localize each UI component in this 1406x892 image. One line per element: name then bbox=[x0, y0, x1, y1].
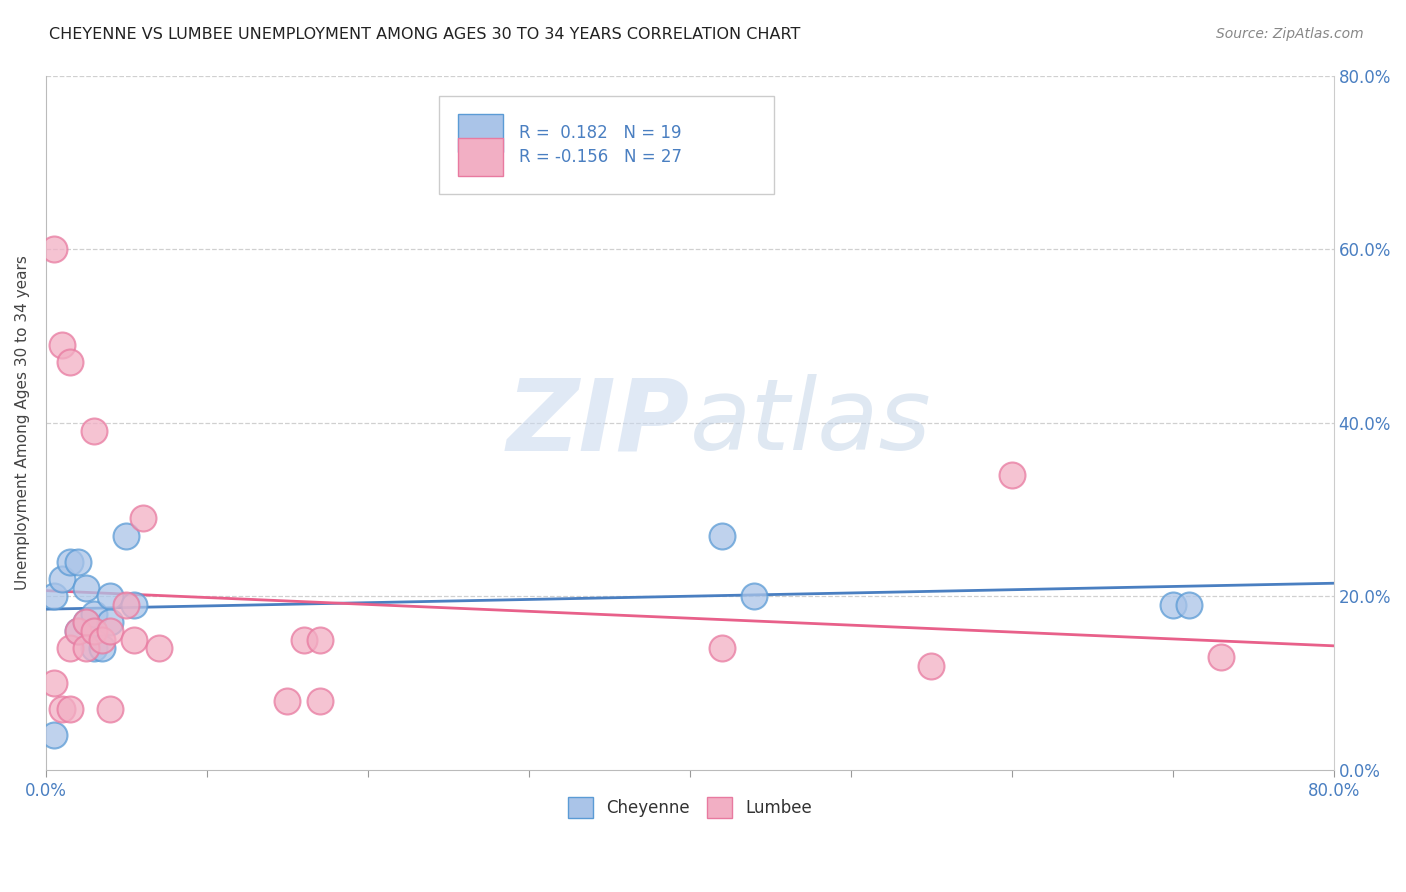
Point bbox=[1178, 598, 1201, 612]
FancyBboxPatch shape bbox=[439, 96, 773, 194]
Point bbox=[67, 624, 90, 639]
Text: CHEYENNE VS LUMBEE UNEMPLOYMENT AMONG AGES 30 TO 34 YEARS CORRELATION CHART: CHEYENNE VS LUMBEE UNEMPLOYMENT AMONG AG… bbox=[49, 27, 800, 42]
Point bbox=[115, 598, 138, 612]
FancyBboxPatch shape bbox=[458, 138, 503, 177]
Point bbox=[98, 615, 121, 630]
Point bbox=[83, 607, 105, 621]
Point bbox=[67, 555, 90, 569]
Point bbox=[920, 658, 942, 673]
Point bbox=[742, 590, 765, 604]
Point bbox=[42, 590, 65, 604]
Text: R = -0.156   N = 27: R = -0.156 N = 27 bbox=[519, 148, 682, 166]
Point bbox=[711, 528, 734, 542]
Point bbox=[1161, 598, 1184, 612]
Point bbox=[83, 641, 105, 656]
Point bbox=[51, 702, 73, 716]
Point bbox=[91, 641, 114, 656]
Point bbox=[83, 624, 105, 639]
Point bbox=[75, 581, 97, 595]
Point bbox=[124, 598, 146, 612]
Point bbox=[98, 624, 121, 639]
Point bbox=[276, 693, 298, 707]
Point bbox=[711, 641, 734, 656]
Point bbox=[51, 572, 73, 586]
Y-axis label: Unemployment Among Ages 30 to 34 years: Unemployment Among Ages 30 to 34 years bbox=[15, 255, 30, 591]
Point bbox=[91, 632, 114, 647]
Point bbox=[75, 615, 97, 630]
FancyBboxPatch shape bbox=[458, 113, 503, 152]
Text: R =  0.182   N = 19: R = 0.182 N = 19 bbox=[519, 124, 681, 142]
Text: Source: ZipAtlas.com: Source: ZipAtlas.com bbox=[1216, 27, 1364, 41]
Text: ZIP: ZIP bbox=[506, 375, 690, 471]
Point bbox=[148, 641, 170, 656]
Point bbox=[51, 337, 73, 351]
Point bbox=[115, 528, 138, 542]
Point bbox=[1209, 650, 1232, 665]
Point bbox=[131, 511, 153, 525]
Point bbox=[1001, 467, 1024, 482]
Point bbox=[59, 355, 82, 369]
Point bbox=[59, 555, 82, 569]
Text: atlas: atlas bbox=[690, 375, 931, 471]
Point bbox=[124, 632, 146, 647]
Point bbox=[42, 728, 65, 742]
Point bbox=[59, 641, 82, 656]
Point bbox=[75, 615, 97, 630]
Point bbox=[42, 676, 65, 690]
Point bbox=[42, 242, 65, 256]
Point bbox=[75, 641, 97, 656]
Point bbox=[308, 632, 330, 647]
Point bbox=[98, 702, 121, 716]
Point bbox=[98, 590, 121, 604]
Point bbox=[308, 693, 330, 707]
Point bbox=[59, 702, 82, 716]
Legend: Cheyenne, Lumbee: Cheyenne, Lumbee bbox=[561, 790, 818, 824]
Point bbox=[83, 425, 105, 439]
Point bbox=[292, 632, 315, 647]
Point bbox=[67, 624, 90, 639]
